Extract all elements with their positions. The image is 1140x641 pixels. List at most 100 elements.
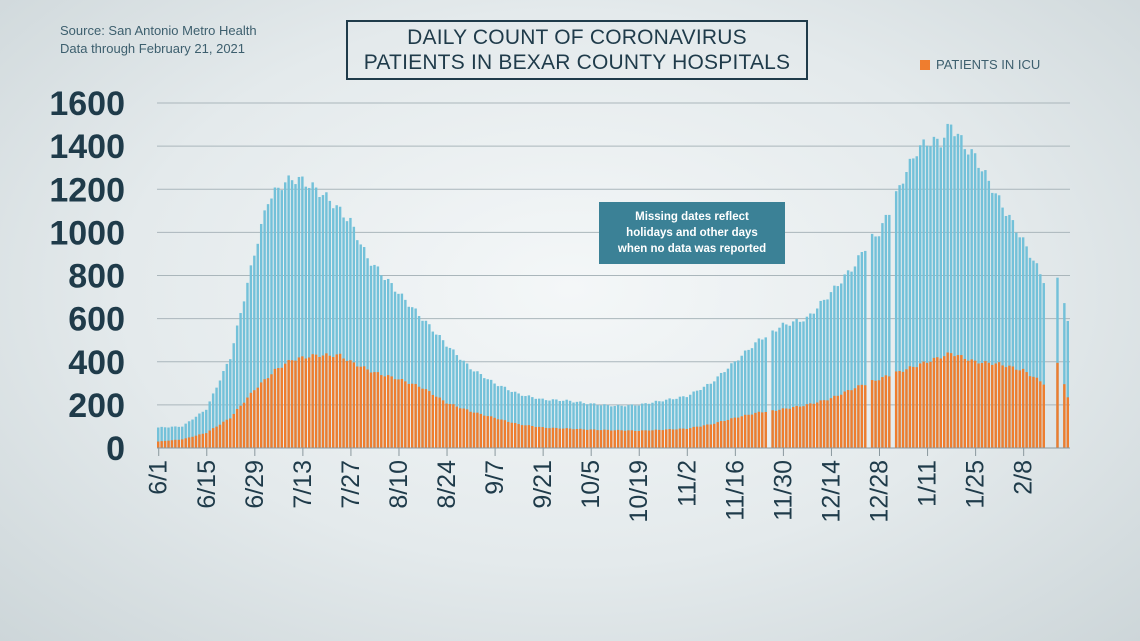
- chart-title-line-1: DAILY COUNT OF CORONAVIRUS: [407, 26, 747, 49]
- bar-icu: [445, 403, 448, 448]
- bar-total: [620, 405, 623, 448]
- bar-total: [297, 176, 301, 448]
- bar-icu: [984, 361, 987, 448]
- bar-icu: [785, 408, 788, 448]
- x-tick-label: 7/27: [337, 460, 365, 509]
- bar-icu: [970, 359, 973, 448]
- bar-icu: [469, 411, 472, 448]
- bar-total: [816, 308, 819, 448]
- bar-icu: [929, 361, 932, 448]
- bar-icu: [441, 400, 445, 448]
- bar-total: [603, 404, 606, 448]
- bar-icu: [537, 426, 541, 448]
- bar-total: [400, 293, 404, 448]
- bar-icu: [702, 425, 706, 448]
- bar-total: [565, 399, 568, 448]
- bar-total: [318, 197, 321, 448]
- bar-total: [407, 306, 410, 448]
- bar-icu: [939, 358, 942, 448]
- bar-total: [853, 266, 857, 448]
- bar-total: [586, 404, 589, 448]
- bar-total: [239, 313, 242, 448]
- bar-total: [170, 426, 174, 448]
- bar-icu: [850, 390, 853, 448]
- bar-total: [1066, 321, 1069, 448]
- bar-icu: [263, 379, 266, 448]
- bar-icu: [455, 406, 459, 448]
- bar-icu: [510, 422, 513, 448]
- bar-total: [527, 395, 531, 448]
- bar-icu: [699, 426, 702, 448]
- bar-total: [177, 426, 181, 448]
- bar-total: [637, 405, 640, 448]
- bar-total: [936, 138, 939, 449]
- bar-icu: [963, 358, 967, 448]
- bar-total: [266, 204, 270, 448]
- bar-total: [616, 404, 620, 449]
- bar-total: [719, 372, 723, 448]
- bar-icu: [713, 423, 716, 448]
- bar-icu: [843, 391, 846, 448]
- bar-total: [205, 409, 208, 448]
- bar-total: [627, 405, 630, 448]
- bar-icu: [256, 387, 259, 449]
- bar-icu: [1035, 377, 1039, 448]
- bar-icu: [634, 430, 637, 448]
- bar-icu: [774, 410, 778, 448]
- bar-icu: [912, 366, 915, 448]
- bar-total: [249, 265, 253, 448]
- bar-total: [575, 401, 579, 448]
- bar-icu: [671, 429, 675, 448]
- bar-icu: [709, 424, 713, 448]
- bar-icu: [743, 414, 747, 448]
- bar-icu: [194, 435, 198, 448]
- bar-icu: [616, 429, 620, 448]
- bar-icu: [208, 430, 211, 448]
- bar-icu: [191, 436, 194, 448]
- bar-total: [496, 386, 500, 448]
- bar-icu: [534, 427, 537, 448]
- y-tick-label: 0: [106, 430, 125, 468]
- y-tick-label: 600: [68, 301, 125, 339]
- bar-total: [840, 283, 843, 448]
- bar-icu: [308, 357, 311, 448]
- bar-total: [644, 403, 647, 448]
- bar-total: [572, 402, 575, 448]
- bar-total: [610, 406, 613, 448]
- series-icu: [157, 352, 1069, 449]
- bar-total: [431, 331, 435, 448]
- bar-total: [943, 137, 946, 448]
- bar-icu: [1008, 365, 1011, 448]
- bar-total: [836, 286, 840, 448]
- bar-total: [390, 283, 393, 448]
- bar-icu: [397, 379, 400, 448]
- bar-icu: [517, 424, 520, 448]
- bar-total: [520, 395, 524, 448]
- bar-total: [984, 170, 987, 448]
- bar-total: [912, 158, 915, 449]
- bar-total: [1028, 257, 1032, 448]
- bar-total: [726, 368, 730, 448]
- bar-total: [459, 359, 462, 448]
- bar-icu: [421, 388, 424, 448]
- bar-icu: [788, 408, 791, 448]
- x-tick-label: 10/5: [577, 460, 605, 509]
- note-line-1: Missing dates reflect: [635, 211, 749, 223]
- bar-total: [352, 226, 356, 448]
- bar-total: [359, 244, 362, 448]
- bar-total: [716, 376, 719, 448]
- legend-swatch-icu: [920, 59, 930, 70]
- x-tick-label: 1/25: [962, 460, 990, 509]
- bar-total: [613, 405, 616, 448]
- bar-icu: [819, 400, 822, 448]
- bar-icu: [908, 366, 912, 448]
- bar-icu: [229, 418, 232, 448]
- bar-icu: [342, 358, 345, 448]
- bar-icu: [527, 425, 531, 448]
- bar-icu: [235, 408, 239, 448]
- bar-icu: [606, 429, 610, 448]
- bar-icu: [376, 372, 380, 448]
- bar-total: [163, 427, 167, 448]
- bar-icu: [160, 441, 163, 448]
- bar-icu: [503, 420, 507, 448]
